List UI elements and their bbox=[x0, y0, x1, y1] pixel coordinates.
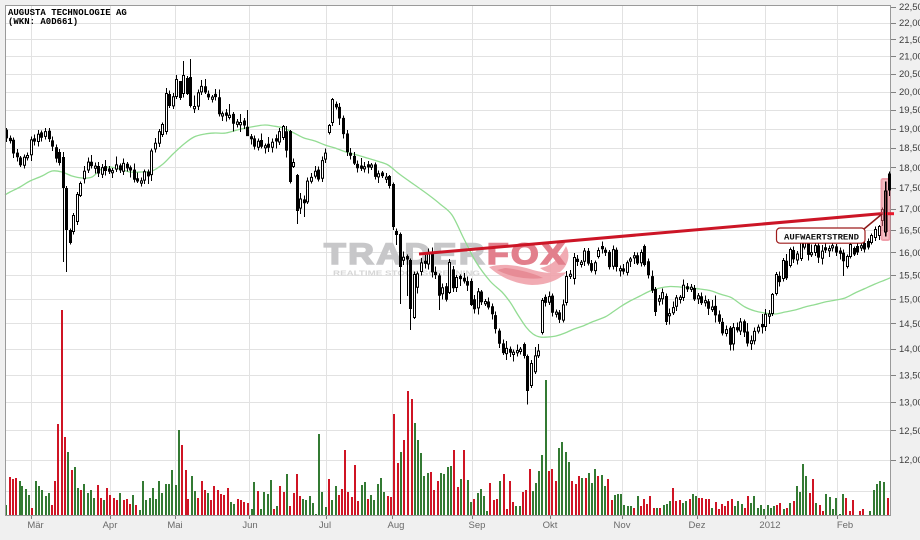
svg-text:22,00: 22,00 bbox=[899, 18, 920, 29]
svg-text:19,00: 19,00 bbox=[899, 124, 920, 135]
svg-text:18,00: 18,00 bbox=[899, 163, 920, 174]
svg-text:17,00: 17,00 bbox=[899, 204, 920, 215]
svg-text:Jun: Jun bbox=[242, 520, 257, 531]
svg-text:13,00: 13,00 bbox=[899, 398, 920, 409]
svg-text:Sep: Sep bbox=[469, 520, 486, 531]
svg-text:Jul: Jul bbox=[319, 520, 331, 531]
svg-text:14,50: 14,50 bbox=[899, 319, 920, 330]
svg-text:(WKN: A0D661): (WKN: A0D661) bbox=[8, 17, 78, 27]
svg-text:22,50: 22,50 bbox=[899, 2, 920, 13]
svg-text:15,50: 15,50 bbox=[899, 271, 920, 282]
svg-text:TRADER: TRADER bbox=[324, 238, 487, 271]
svg-text:AUFWAERTSTREND: AUFWAERTSTREND bbox=[784, 233, 859, 242]
svg-text:Feb: Feb bbox=[837, 520, 853, 531]
svg-text:18,50: 18,50 bbox=[899, 143, 920, 154]
svg-text:Okt: Okt bbox=[543, 520, 558, 531]
svg-text:14,00: 14,00 bbox=[899, 344, 920, 355]
svg-text:13,50: 13,50 bbox=[899, 370, 920, 381]
svg-text:17,50: 17,50 bbox=[899, 183, 920, 194]
svg-text:21,50: 21,50 bbox=[899, 35, 920, 46]
svg-text:Nov: Nov bbox=[614, 520, 631, 531]
svg-text:15,00: 15,00 bbox=[899, 294, 920, 305]
svg-text:Mär: Mär bbox=[27, 520, 43, 531]
svg-text:Mai: Mai bbox=[167, 520, 182, 531]
svg-text:12,00: 12,00 bbox=[899, 455, 920, 466]
svg-text:12,50: 12,50 bbox=[899, 426, 920, 437]
svg-text:16,00: 16,00 bbox=[899, 248, 920, 259]
svg-text:Dez: Dez bbox=[689, 520, 706, 531]
svg-text:REALTIME STOCK SCREENING: REALTIME STOCK SCREENING bbox=[333, 271, 481, 278]
svg-text:AUGUSTA TECHNOLOGIE AG: AUGUSTA TECHNOLOGIE AG bbox=[8, 8, 127, 18]
svg-text:2012: 2012 bbox=[759, 520, 780, 531]
svg-text:16,50: 16,50 bbox=[899, 226, 920, 237]
svg-text:20,50: 20,50 bbox=[899, 69, 920, 80]
svg-text:Apr: Apr bbox=[103, 520, 118, 531]
svg-text:20,00: 20,00 bbox=[899, 87, 920, 98]
svg-text:21,00: 21,00 bbox=[899, 52, 920, 63]
svg-text:Aug: Aug bbox=[388, 520, 405, 531]
svg-text:19,50: 19,50 bbox=[899, 105, 920, 116]
